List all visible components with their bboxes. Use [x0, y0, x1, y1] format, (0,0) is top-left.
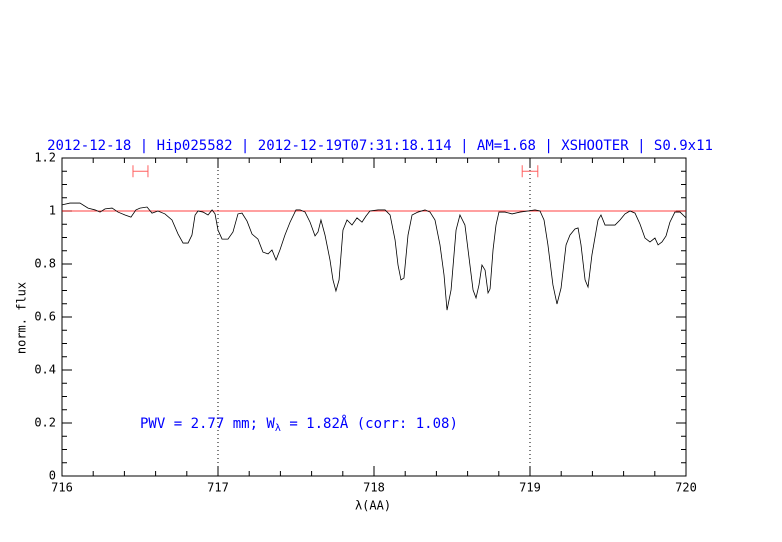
y-tick-label: 0.4: [34, 363, 56, 377]
x-tick-label: 716: [51, 481, 73, 495]
chart-title: 2012-12-18 | Hip025582 | 2012-12-19T07:3…: [47, 138, 713, 154]
error-bar: [521, 165, 539, 178]
x-tick-label: 720: [675, 481, 697, 495]
y-tick-label: 1.2: [34, 151, 56, 165]
annotation: PWV = 2.77 mm; Wλ = 1.82Å (corr: 1.08): [140, 415, 458, 434]
x-tick-label: 719: [519, 481, 541, 495]
annotation-text: PWV = 2.77 mm; W: [140, 416, 275, 432]
x-axis-label: λ(AA): [355, 499, 391, 513]
y-tick-label: 0.2: [34, 416, 56, 430]
spectrum-line: [61, 202, 687, 311]
error-bar: [132, 165, 149, 178]
x-tick-label: 718: [363, 481, 385, 495]
y-tick-label: 0.8: [34, 257, 56, 271]
annotation-subscript: λ: [275, 423, 281, 434]
x-tick-label: 717: [207, 481, 229, 495]
y-tick-label: 0: [49, 469, 56, 483]
y-tick-label: 0.6: [34, 310, 56, 324]
y-axis-label: norm. flux: [15, 282, 29, 354]
annotation-text: = 1.82Å (corr: 1.08): [281, 415, 458, 432]
y-tick-label: 1: [49, 204, 56, 218]
